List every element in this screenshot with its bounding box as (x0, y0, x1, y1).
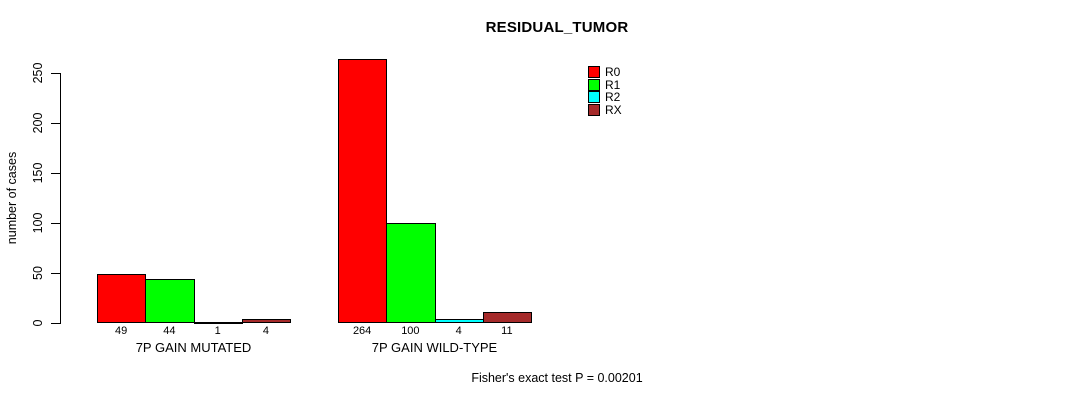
bar (434, 319, 484, 323)
legend-item: R0 (588, 66, 622, 79)
legend-item: R1 (588, 77, 622, 92)
stat-annotation: Fisher's exact test P = 0.00201 (471, 371, 643, 385)
bar-value-label: 100 (401, 325, 420, 337)
bar-value-label: 1 (214, 325, 221, 337)
y-tick (51, 123, 60, 124)
legend-item: RX (588, 102, 622, 117)
bar (193, 322, 243, 324)
y-tick-label: 100 (31, 212, 45, 234)
bar (386, 223, 436, 323)
bar-value-label: 4 (455, 325, 462, 337)
category-label: 7P GAIN MUTATED (135, 340, 252, 355)
y-tick-label: 250 (31, 62, 45, 84)
legend-swatch (588, 66, 600, 79)
legend-swatch (588, 103, 600, 116)
category-label: 7P GAIN WILD-TYPE (371, 340, 498, 355)
y-tick (51, 323, 60, 324)
y-tick-label: 200 (31, 112, 45, 134)
bar (241, 319, 291, 323)
y-tick-label: 150 (31, 162, 45, 184)
bar-value-label: 44 (163, 325, 176, 337)
y-axis-line (60, 73, 61, 324)
legend-label: R1 (605, 77, 621, 92)
bar-value-label: 4 (262, 325, 269, 337)
legend-swatch (588, 78, 600, 91)
legend: R0 R1 R2 RX (588, 66, 622, 116)
y-tick (51, 223, 60, 224)
y-tick (51, 273, 60, 274)
bar (97, 274, 147, 323)
y-tick-label: 50 (31, 266, 45, 280)
legend-label: RX (605, 102, 622, 117)
legend-swatch (588, 91, 600, 104)
y-tick (51, 173, 60, 174)
bar-value-label: 11 (501, 325, 513, 337)
bar (145, 279, 195, 323)
bar (338, 59, 388, 323)
legend-item: R2 (588, 91, 622, 104)
y-tick (51, 73, 60, 74)
y-axis-label: number of cases (5, 151, 19, 245)
legend-label: R0 (605, 65, 621, 80)
bar (482, 312, 532, 323)
chart-title: RESIDUAL_TUMOR (485, 19, 629, 36)
legend-label: R2 (605, 90, 621, 105)
bar-value-label: 264 (352, 325, 372, 337)
y-tick-label: 0 (31, 319, 45, 327)
bar-value-label: 49 (115, 325, 128, 337)
